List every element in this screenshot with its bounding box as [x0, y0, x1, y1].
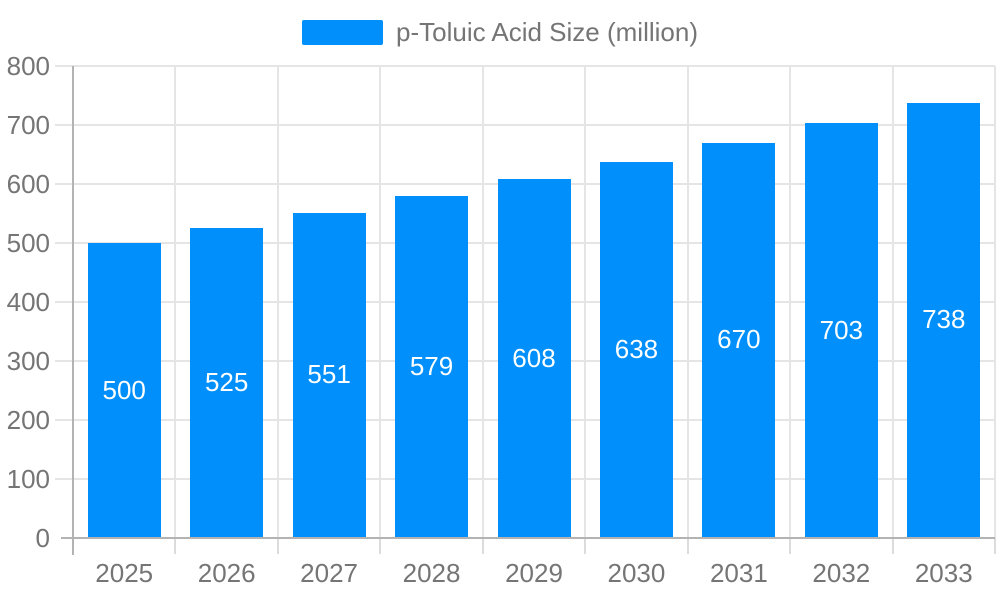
x-axis-tick [276, 538, 279, 554]
x-gridline [686, 66, 689, 538]
x-axis-tick [891, 538, 894, 554]
x-axis-label: 2033 [914, 558, 973, 588]
bar[interactable]: 670 [702, 142, 776, 538]
x-gridline [584, 66, 587, 538]
x-axis-label: 2025 [95, 558, 154, 588]
y-axis-tick [55, 183, 73, 185]
bar[interactable]: 551 [292, 212, 366, 538]
y-axis-tick [55, 360, 73, 362]
bar-value-label: 703 [819, 314, 864, 345]
bar-value-label: 500 [102, 374, 146, 405]
legend-swatch [302, 19, 383, 45]
bar[interactable]: 579 [395, 196, 469, 538]
y-axis-label: 300 [6, 346, 50, 376]
x-axis-tick [174, 538, 177, 554]
x-axis-line [61, 537, 995, 539]
y-gridline [73, 65, 995, 67]
x-axis-tick [686, 538, 689, 554]
y-axis-tick [55, 301, 73, 303]
x-axis-tick [789, 538, 792, 554]
bar-value-label: 608 [512, 342, 556, 373]
x-axis-tick [481, 538, 484, 554]
y-axis-line [72, 66, 74, 555]
y-axis-label: 400 [6, 287, 50, 317]
bar[interactable]: 608 [497, 179, 571, 538]
y-axis-label: 100 [6, 464, 50, 494]
x-axis-label: 2026 [197, 558, 256, 588]
bar-value-label: 638 [614, 333, 659, 364]
legend-item[interactable]: p-Toluic Acid Size (million) [0, 17, 1000, 47]
y-axis-tick [55, 124, 73, 126]
x-gridline [481, 66, 484, 538]
y-axis-tick [55, 478, 73, 480]
y-gridline [73, 124, 995, 126]
bar[interactable]: 638 [599, 161, 673, 538]
x-axis-label: 2032 [812, 558, 871, 588]
x-axis-label: 2030 [607, 558, 666, 588]
y-axis-tick [55, 242, 73, 244]
x-axis-label: 2029 [505, 558, 563, 588]
x-gridline [891, 66, 894, 538]
bar-value-label: 551 [307, 359, 351, 390]
bar-value-label: 579 [409, 351, 454, 382]
y-axis-label: 500 [6, 228, 50, 258]
x-gridline [174, 66, 177, 538]
y-axis-tick [55, 419, 73, 421]
x-gridline [994, 66, 996, 538]
x-gridline [379, 66, 382, 538]
y-axis-tick [55, 65, 73, 67]
x-axis-tick [584, 538, 587, 554]
y-axis-label: 700 [6, 110, 50, 140]
x-gridline [276, 66, 279, 538]
bar[interactable]: 525 [190, 228, 264, 538]
x-axis-label: 2031 [709, 558, 768, 588]
x-axis-tick [994, 538, 996, 554]
x-axis-tick [379, 538, 382, 554]
y-axis-label: 800 [6, 51, 50, 81]
bar[interactable]: 500 [87, 243, 161, 538]
x-axis-label: 2028 [402, 558, 461, 588]
x-gridline [789, 66, 792, 538]
y-axis-label: 200 [6, 405, 50, 435]
bar-value-label: 738 [922, 304, 966, 335]
y-axis-label: 0 [35, 523, 50, 553]
bar-value-label: 525 [204, 367, 249, 398]
legend-label: p-Toluic Acid Size (million) [396, 17, 698, 47]
y-axis-label: 600 [6, 169, 50, 199]
x-axis-label: 2027 [300, 558, 359, 588]
bar-value-label: 670 [717, 324, 761, 355]
bar[interactable]: 738 [907, 102, 981, 538]
bar[interactable]: 703 [804, 123, 878, 538]
